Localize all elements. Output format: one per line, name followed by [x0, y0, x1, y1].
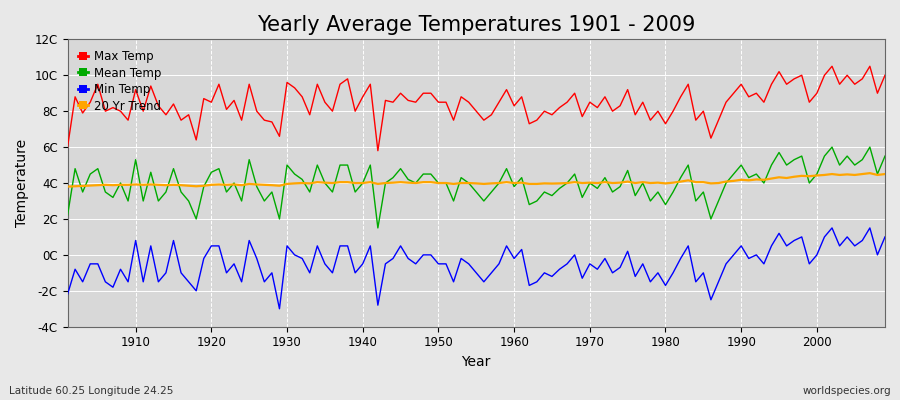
Text: Latitude 60.25 Longitude 24.25: Latitude 60.25 Longitude 24.25 [9, 386, 174, 396]
Text: worldspecies.org: worldspecies.org [803, 386, 891, 396]
Legend: Max Temp, Mean Temp, Min Temp, 20 Yr Trend: Max Temp, Mean Temp, Min Temp, 20 Yr Tre… [74, 45, 166, 117]
Y-axis label: Temperature: Temperature [15, 139, 29, 227]
Title: Yearly Average Temperatures 1901 - 2009: Yearly Average Temperatures 1901 - 2009 [257, 15, 696, 35]
X-axis label: Year: Year [462, 355, 491, 369]
